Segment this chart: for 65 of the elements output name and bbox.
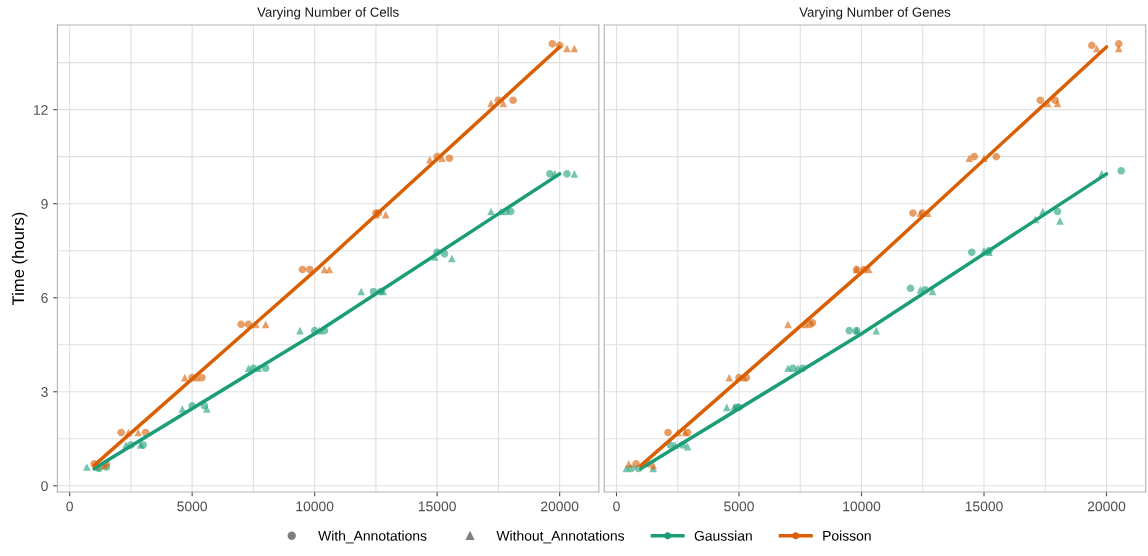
point [448,254,456,263]
y-tick-label: 6 [41,293,48,303]
point [381,210,390,219]
point [1056,217,1064,225]
point [664,428,672,437]
point [1036,96,1045,105]
y-tick-label: 12 [33,104,48,115]
point [546,170,554,178]
x-tick-label: 0 [66,501,73,512]
point [906,284,915,293]
point [784,364,792,373]
point [261,320,270,329]
y-tick-label: 0 [41,481,48,491]
point [83,463,91,471]
point [965,154,974,163]
point [198,373,206,382]
point [509,96,517,105]
text: With_Annotations [318,530,427,544]
x-tick-label: 10000 [843,501,881,512]
point [1092,44,1101,53]
point [445,154,454,163]
x-tick-label: 5000 [177,501,208,512]
y-tick-label: 9 [41,199,48,209]
legend-label: Gaussian [694,530,752,541]
y-tick-label: 3 [41,387,48,397]
point [499,99,508,108]
point [970,152,979,161]
point [563,170,571,178]
point [548,40,557,48]
point [725,373,734,382]
point [992,152,1001,161]
point [872,326,881,335]
point [117,428,125,437]
x-tick-label: 0 [613,501,620,512]
point [506,207,515,216]
point [632,460,640,468]
point [244,364,253,373]
point [570,44,579,53]
y-axis-title: Time (hours) [11,212,28,306]
x-tick-label: 15000 [418,501,456,512]
point [845,326,854,335]
point [1053,207,1062,216]
text: Without_Annotations [496,530,625,544]
point [967,248,976,257]
chart-title: Varying Number of Genes [799,7,951,20]
point [1114,44,1123,53]
point [237,320,245,329]
chart-title: Varying Number of Cells [257,7,399,20]
x-tick-label: 15000 [965,501,1003,512]
x-tick-label: 20000 [1087,501,1126,512]
point [722,403,731,412]
point [325,265,334,274]
point [624,460,633,468]
point [1088,41,1096,50]
x-tick-label: 10000 [296,501,334,512]
point [357,287,365,296]
x-tick-label: 5000 [724,501,754,512]
point [1117,166,1126,175]
legend-label: Poisson [823,530,871,541]
point [570,170,579,178]
point [180,373,189,382]
point [298,265,307,274]
point [134,428,143,437]
point [909,209,917,217]
x-tick-label: 20000 [541,501,579,512]
